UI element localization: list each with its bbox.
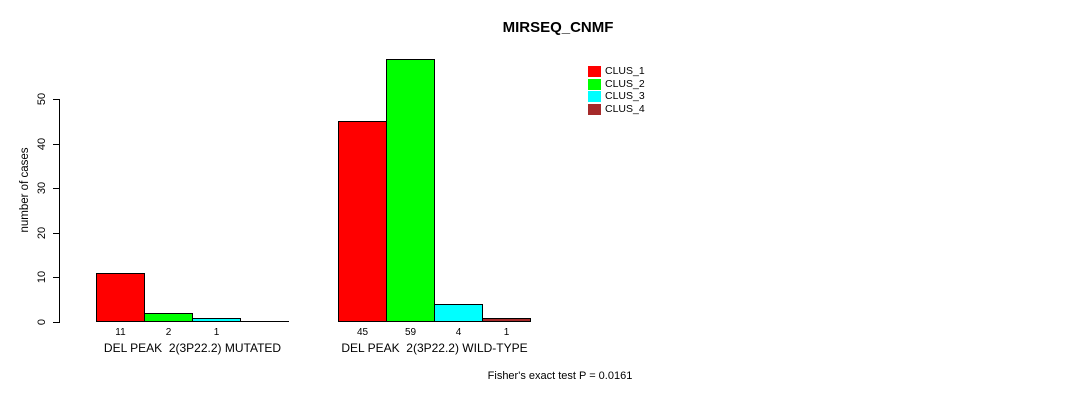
y-tick-label: 0 [36, 318, 48, 326]
y-tick-mark [53, 143, 60, 145]
y-tick-mark [53, 277, 60, 279]
legend-label-clus_3: CLUS_3 [605, 90, 645, 103]
bar-value-label: 45 [356, 327, 369, 338]
y-tick-label: 50 [36, 92, 48, 106]
bar-clus_2 [144, 313, 193, 322]
bar-clus_3 [434, 304, 483, 322]
y-tick-label: 30 [36, 182, 48, 195]
bar-clus_1 [338, 121, 387, 322]
y-tick-mark [53, 232, 60, 234]
y-tick-mark [53, 99, 60, 100]
legend-swatch-clus_3 [588, 91, 601, 103]
bar-value-label: 1 [503, 327, 510, 338]
y-tick-mark [53, 322, 60, 323]
legend-swatch-clus_1 [588, 66, 601, 77]
bar-value-label: 11 [115, 327, 126, 338]
bar-value-label: 1 [213, 327, 220, 338]
legend-label-clus_2: CLUS_2 [605, 77, 645, 90]
legend-swatch-clus_4 [588, 104, 601, 116]
legend-swatch-clus_2 [588, 78, 601, 90]
bar-clus_1 [96, 272, 145, 322]
y-tick-label: 40 [36, 137, 48, 150]
y-axis-label: number of cases [19, 147, 31, 233]
legend-label-clus_1: CLUS_1 [605, 65, 645, 77]
group-label: DEL PEAK 2(3P22.2) MUTATED [103, 341, 282, 355]
bar-value-label: 2 [165, 327, 172, 338]
chart-title: MIRSEQ_CNMF [502, 19, 614, 36]
y-tick-label: 20 [36, 226, 48, 239]
bar-clus_4 [482, 317, 531, 322]
legend-label-clus_4: CLUS_4 [605, 103, 645, 116]
bar-clus_3 [192, 317, 241, 322]
y-tick-label: 10 [36, 271, 48, 284]
fisher-test-annotation: Fisher's exact test P = 0.0161 [487, 370, 633, 382]
y-tick-mark [53, 188, 60, 190]
zero-height-bar [240, 321, 289, 322]
bar-value-label: 59 [404, 327, 417, 338]
bar-value-label: 4 [455, 327, 462, 338]
y-axis-line [59, 99, 60, 323]
bar-clus_2 [386, 58, 435, 322]
group-label: DEL PEAK 2(3P22.2) WILD-TYPE [341, 341, 528, 355]
